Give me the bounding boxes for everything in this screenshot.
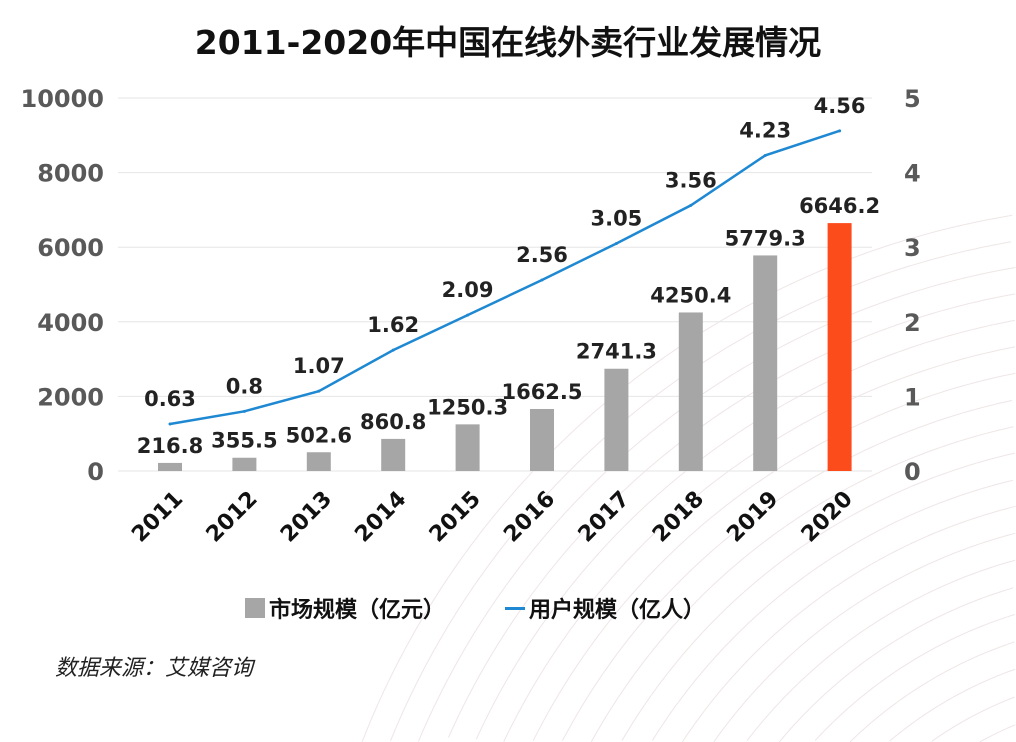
line-value-label: 1.07 xyxy=(293,354,345,378)
background-arc xyxy=(889,668,1016,742)
line-value-label: 2.56 xyxy=(516,243,568,267)
line-point xyxy=(838,129,842,133)
background-arc xyxy=(621,452,1016,741)
left-tick-label: 10000 xyxy=(21,85,105,113)
bar-value-label: 1250.3 xyxy=(427,395,508,419)
bar-2020 xyxy=(827,223,852,471)
left-tick-label: 4000 xyxy=(37,309,104,337)
background-arc xyxy=(651,479,1014,741)
bar-value-label: 4250.4 xyxy=(650,283,731,307)
background-arc xyxy=(417,267,1016,742)
left-tick-label: 8000 xyxy=(37,160,104,188)
bar-value-label: 502.6 xyxy=(286,423,352,447)
x-tick-label: 2013 xyxy=(276,487,337,548)
background-arc xyxy=(979,724,1016,742)
legend-bar-label: 市场规模（亿元） xyxy=(269,598,446,623)
user-scale-line xyxy=(169,129,840,426)
bar-value-label: 860.8 xyxy=(360,410,426,434)
right-tick-label: 1 xyxy=(904,383,921,411)
chart-title: 2011-2020年中国在线外卖行业发展情况 xyxy=(194,23,822,62)
bar-value-label: 5779.3 xyxy=(725,226,806,250)
background-arc xyxy=(389,241,1012,742)
right-tick-label: 2 xyxy=(904,309,921,337)
bar-value-label: 6646.2 xyxy=(799,194,880,218)
bar-value-label: 1662.5 xyxy=(501,380,582,404)
line-point xyxy=(466,313,470,317)
bar-2019 xyxy=(753,255,778,471)
bar-2015 xyxy=(455,424,480,471)
left-tick-label: 0 xyxy=(87,458,104,486)
x-tick-label: 2012 xyxy=(202,487,263,548)
x-tick-label: 2019 xyxy=(722,487,783,548)
background-arc xyxy=(814,614,1015,741)
bar-2017 xyxy=(604,368,629,471)
line-point xyxy=(317,389,321,393)
background-arc xyxy=(503,346,1015,742)
bar-2018 xyxy=(678,312,703,471)
bar-value-label: 2741.3 xyxy=(576,340,657,364)
line-value-label: 3.05 xyxy=(590,206,642,230)
right-tick-label: 5 xyxy=(904,85,921,113)
line-point xyxy=(689,203,693,207)
background-arc xyxy=(590,426,1014,742)
bar-2014 xyxy=(381,438,406,471)
background-arc xyxy=(713,532,1016,742)
right-tick-label: 4 xyxy=(904,160,921,188)
bar-2016 xyxy=(530,408,554,471)
line-value-label: 4.56 xyxy=(814,94,866,118)
line-value-label: 3.56 xyxy=(665,168,717,192)
legend-line-label: 用户规模（亿人） xyxy=(529,598,706,623)
line-value-label: 0.63 xyxy=(144,387,196,411)
line-point xyxy=(391,348,395,352)
legend: 市场规模（亿元） 用户规模（亿人） xyxy=(245,592,705,624)
left-tick-label: 2000 xyxy=(37,383,104,411)
background-arc xyxy=(447,293,1016,738)
source-note: 数据来源：艾媒咨询 xyxy=(55,656,254,681)
left-tick-label: 6000 xyxy=(37,234,104,262)
line-point xyxy=(614,241,618,245)
x-tick-label: 2017 xyxy=(574,487,635,548)
background-arc xyxy=(681,505,1016,742)
bar-2012 xyxy=(232,457,257,471)
x-tick-label: 2016 xyxy=(499,487,560,548)
bar-2013 xyxy=(306,452,331,471)
legend-line-swatch xyxy=(505,606,526,610)
background-arc xyxy=(779,587,1014,742)
line-value-label: 2.09 xyxy=(442,278,494,302)
bar-value-label: 355.5 xyxy=(211,429,277,453)
line-point xyxy=(242,409,246,413)
x-tick-label: 2014 xyxy=(350,487,411,548)
background-arc xyxy=(849,641,1015,742)
background-arc xyxy=(746,559,1016,742)
line-point xyxy=(763,153,767,157)
right-tick-label: 3 xyxy=(904,234,921,262)
line-point xyxy=(540,278,544,282)
line-value-label: 4.23 xyxy=(739,118,791,142)
right-tick-label: 0 xyxy=(904,458,921,486)
x-tick-label: 2011 xyxy=(127,487,188,548)
background-arc xyxy=(532,372,1016,742)
line-point xyxy=(168,422,172,426)
line-value-label: 0.8 xyxy=(226,374,263,398)
background-arc xyxy=(561,400,1013,742)
bar-value-label: 216.8 xyxy=(137,434,203,458)
legend-bar-swatch xyxy=(245,598,265,618)
background-arc xyxy=(931,696,1015,742)
line-value-label: 1.62 xyxy=(367,313,419,337)
bar-2011 xyxy=(158,462,182,471)
